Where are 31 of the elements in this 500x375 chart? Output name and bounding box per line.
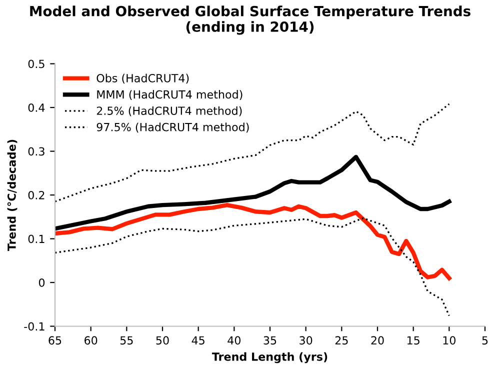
- x-tick-label: 50: [156, 336, 169, 345]
- x-tick-label: 20: [371, 336, 384, 345]
- x-tick-label: 45: [192, 336, 204, 345]
- x-tick-label: 10: [443, 336, 456, 345]
- x-tick-label: 55: [120, 336, 133, 345]
- legend-label: 97.5% (HadCRUT4 method): [96, 122, 249, 133]
- legend-label: MMM (HadCRUT4 method): [97, 90, 242, 100]
- chart-title: Model and Observed Global Surface Temperature Trends (ending in 2014): [30, 6, 470, 35]
- x-tick-label: 65: [48, 336, 62, 345]
- y-axis-title: Trend (°C/decade): [7, 140, 18, 251]
- y-tick-label: 0.5: [28, 60, 44, 68]
- x-tick-label: 35: [264, 336, 276, 345]
- x-tick-label: 25: [335, 336, 348, 345]
- y-tick-label: -0.1: [24, 322, 44, 331]
- x-tick-label: 60: [84, 336, 98, 345]
- x-tick-label: 30: [300, 336, 312, 345]
- x-tick-label: 40: [228, 336, 240, 345]
- y-tick-label: 0.4: [28, 103, 45, 112]
- line-series: [55, 217, 450, 317]
- legend-label: 2.5% (HadCRUT4 method): [96, 106, 242, 116]
- y-tick-label: 0: [38, 278, 45, 287]
- x-tick-label: 5: [482, 336, 488, 345]
- x-tick-label: 15: [407, 336, 420, 345]
- y-tick-label: 0.1: [28, 234, 44, 244]
- line-series: [55, 103, 450, 202]
- y-tick-label: 0.3: [28, 147, 44, 156]
- x-axis-title: Trend Length (yrs): [212, 352, 328, 364]
- legend-label: Obs (HadCRUT4): [96, 74, 189, 84]
- line-series: [55, 154, 452, 231]
- line-series: [55, 202, 452, 280]
- y-tick-label: 0.2: [28, 190, 44, 200]
